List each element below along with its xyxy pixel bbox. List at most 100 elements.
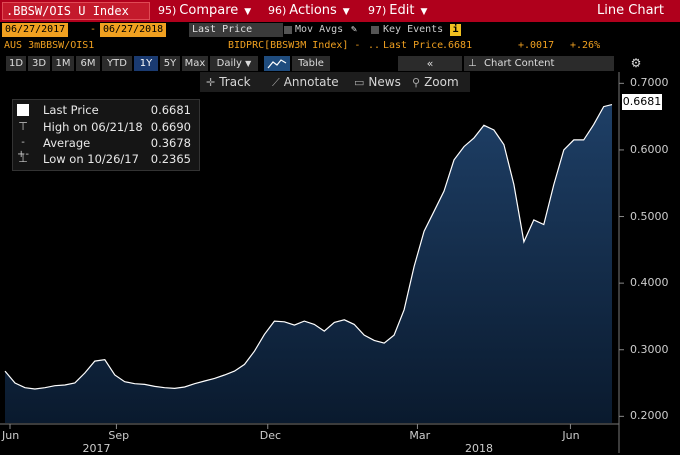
last-price-value: .6681: [442, 40, 473, 51]
edit-button[interactable]: 97) Edit ▼: [368, 2, 427, 20]
annotate-icon: ⟋: [272, 76, 280, 89]
legend-average: -+- Average 0.3678: [15, 135, 197, 160]
y-tick-label: 0.7000: [630, 76, 669, 90]
chart-tab[interactable]: [264, 56, 290, 71]
security-dots: ..: [368, 40, 381, 51]
track-tool[interactable]: ✛ Track: [206, 72, 251, 92]
chart-content-label: Chart Content: [484, 58, 555, 69]
y-tick-label: 0.5000: [630, 209, 669, 223]
period-6m[interactable]: 6M: [76, 56, 100, 71]
chart-content-button[interactable]: ⊥ Chart Content: [464, 56, 614, 71]
period-3d[interactable]: 3D: [28, 56, 50, 71]
year-label: 2017: [82, 442, 111, 455]
end-date-input[interactable]: 06/27/2018: [100, 23, 167, 37]
line-chart-icon: [267, 59, 287, 69]
y-tick-label: 0.4000: [630, 276, 669, 290]
track-label: Track: [219, 75, 251, 89]
mov-avgs-checkbox[interactable]: [284, 26, 292, 34]
legend-high-value: 0.6690: [150, 120, 191, 134]
period-ytd[interactable]: YTD: [102, 56, 132, 71]
ticker-field[interactable]: .BBSW/OIS U Index: [2, 2, 150, 20]
zoom-icon: ⚲: [412, 76, 421, 89]
period-row: 1D 3D 1M 6M YTD 1Y 5Y Max Daily ▼ Table …: [0, 56, 680, 72]
chart-tools: ✛ Track ⟋ Annotate ▭ News ⚲ Zoom: [200, 72, 470, 92]
actions-caret-icon: ▼: [342, 7, 350, 17]
pencil-icon[interactable]: ✎: [351, 24, 358, 35]
year-label: 2018: [464, 442, 493, 455]
last-price-label: Last Price: [383, 40, 444, 51]
compare-label: Compare: [179, 3, 239, 18]
security-name: AUS 3mBBSW/OIS1: [4, 40, 95, 51]
y-tick-label: 0.3000: [630, 342, 669, 356]
x-tick-label: Mar: [409, 429, 431, 442]
legend-last-value: 0.6681: [150, 103, 191, 117]
x-tick-label: Sep: [108, 429, 130, 442]
annotate-label: Annotate: [283, 75, 339, 89]
actions-number: 96): [268, 4, 287, 17]
zoom-tool[interactable]: ⚲ Zoom: [412, 72, 459, 92]
date-range-row: 06/27/2017 - 06/27/2018 Last Price Mov A…: [0, 23, 680, 37]
frequency-select[interactable]: Daily ▼: [210, 56, 258, 71]
compare-button[interactable]: 95) Compare ▼: [158, 2, 251, 20]
period-1m[interactable]: 1M: [52, 56, 74, 71]
news-icon: ▭: [354, 76, 365, 89]
title-bar: .BBSW/OIS U Index 95) Compare ▼ 96) Actions…: [0, 0, 680, 22]
legend-avg-value: 0.3678: [150, 136, 191, 150]
compare-number: 95): [158, 4, 177, 17]
white-square-icon: [17, 104, 29, 116]
security-row: AUS 3mBBSW/OIS1 BIDPRC[BBSW3M Index] - .…: [0, 39, 680, 53]
legend-low-label: Low on 10/26/17: [43, 152, 139, 166]
news-tool[interactable]: ▭ News: [354, 72, 401, 92]
average-marker-icon: -+-: [17, 137, 29, 160]
high-marker-icon: ⊤: [18, 120, 28, 133]
legend-high: ⊤ High on 06/21/18 0.6690: [15, 119, 197, 135]
mov-avgs-label: Mov Avgs: [295, 24, 344, 35]
last-price-tag: 0.6681: [622, 94, 662, 110]
edit-label: Edit: [389, 3, 415, 18]
price-change: +.0017: [518, 40, 555, 51]
period-5y[interactable]: 5Y: [160, 56, 180, 71]
x-tick-label: Jun: [562, 429, 580, 442]
legend-high-label: High on 06/21/18: [43, 120, 143, 134]
period-1d[interactable]: 1D: [6, 56, 26, 71]
chart-legend: Last Price 0.6681 ⊤ High on 06/21/18 0.6…: [12, 99, 200, 171]
chart-content-icon: ⊥: [468, 58, 477, 69]
actions-button[interactable]: 96) Actions ▼: [268, 2, 350, 20]
start-date-input[interactable]: 06/27/2017: [2, 23, 69, 37]
compare-caret-icon: ▼: [244, 7, 252, 17]
security-source: BIDPRC[BBSW3M Index] -: [228, 40, 361, 51]
chart-type-label[interactable]: Line Chart: [597, 3, 664, 18]
price-change-pct: +.26%: [570, 40, 601, 51]
date-separator: -: [90, 24, 97, 35]
frequency-caret-icon: ▼: [245, 59, 252, 68]
x-tick-label: Dec: [259, 429, 282, 442]
legend-last-label: Last Price: [43, 103, 99, 117]
gear-icon[interactable]: ⚙: [630, 56, 642, 70]
annotate-tool[interactable]: ⟋ Annotate: [272, 72, 339, 92]
previous-page-button[interactable]: «: [398, 56, 462, 71]
x-tick-label: Jun: [2, 429, 20, 442]
info-icon[interactable]: i: [450, 24, 461, 36]
legend-low: ⊥ Low on 10/26/17 0.2365: [15, 151, 197, 167]
zoom-label: Zoom: [424, 75, 459, 89]
edit-number: 97): [368, 4, 387, 17]
period-max[interactable]: Max: [182, 56, 208, 71]
legend-last-price: Last Price 0.6681: [15, 102, 197, 118]
chart-area[interactable]: [0, 72, 680, 453]
price-area: [5, 104, 612, 423]
key-events-label: Key Events: [383, 24, 444, 35]
legend-avg-label: Average: [43, 136, 91, 150]
price-line: [4, 104, 613, 390]
key-events-checkbox[interactable]: [371, 26, 379, 34]
y-tick-label: 0.2000: [630, 409, 669, 423]
crosshair-icon: ✛: [206, 76, 216, 89]
period-1y[interactable]: 1Y: [134, 56, 158, 71]
edit-caret-icon: ▼: [420, 7, 428, 17]
table-tab[interactable]: Table: [292, 56, 330, 71]
low-marker-icon: ⊥: [18, 152, 28, 165]
field-select[interactable]: Last Price: [189, 23, 283, 37]
news-label: News: [368, 75, 401, 89]
actions-label: Actions: [289, 3, 337, 18]
price-chart[interactable]: [0, 72, 680, 453]
frequency-label: Daily: [216, 58, 242, 69]
